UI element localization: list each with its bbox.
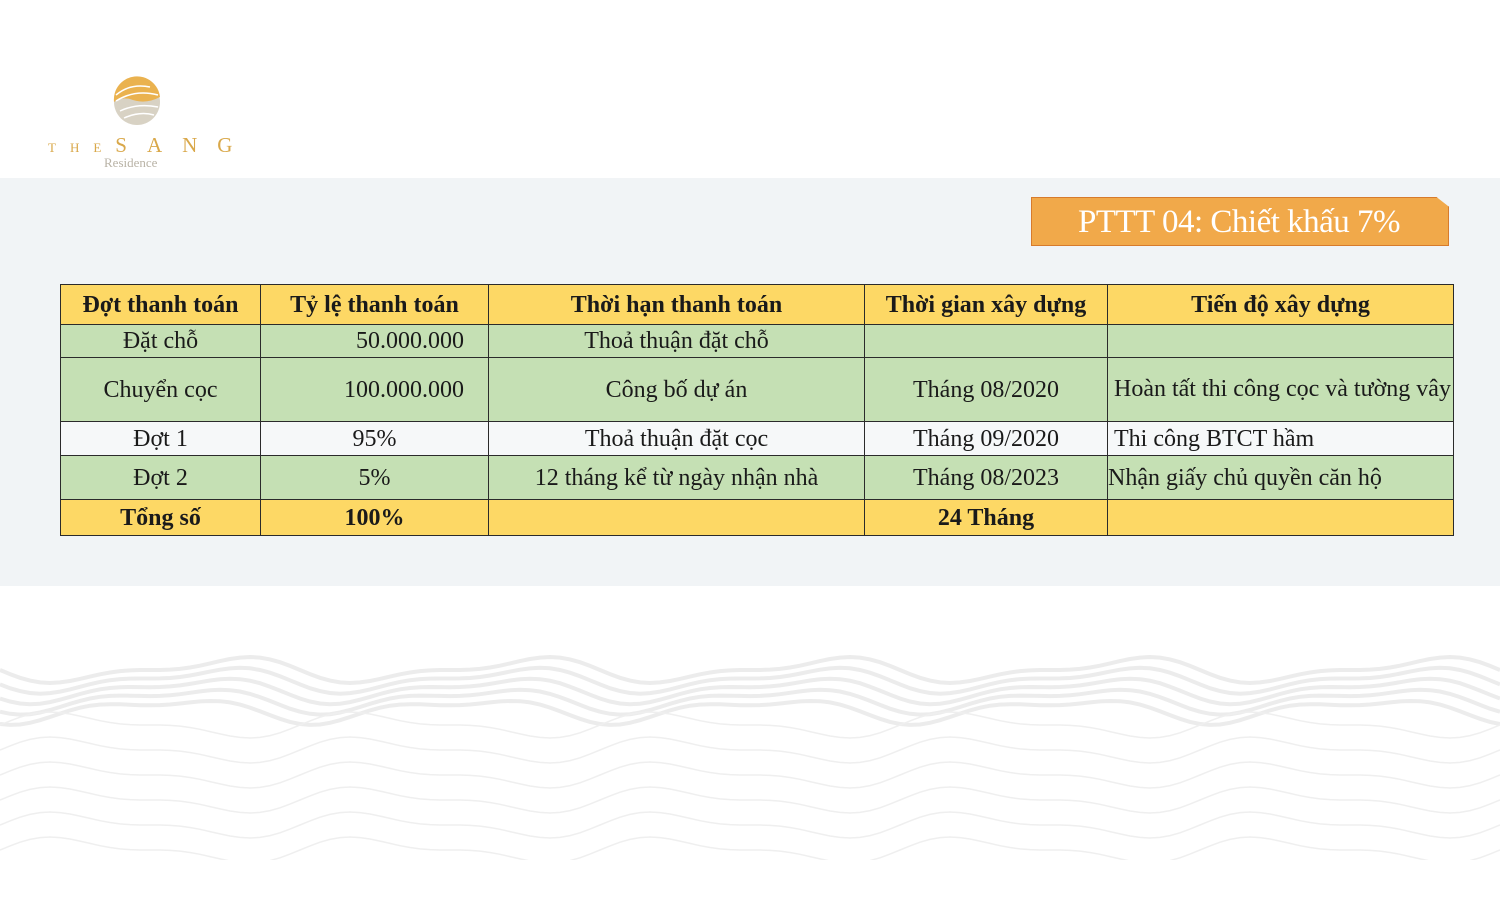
table-cell: 100%	[260, 499, 489, 536]
table-cell: Đặt chỗ	[60, 324, 261, 358]
table-cell: 95%	[260, 421, 489, 456]
table-row: Chuyển cọc 100.000.000 Công bố dự án Thá…	[60, 357, 1454, 422]
payment-schedule-table: Đợt thanh toán Tỷ lệ thanh toán Thời hạn…	[60, 284, 1454, 536]
table-cell	[1107, 324, 1454, 358]
table-cell	[864, 324, 1108, 358]
table-cell: 5%	[260, 455, 489, 500]
wave-line	[0, 698, 1500, 727]
column-header: Thời hạn thanh toán	[488, 284, 865, 325]
table-cell: Thoả thuận đặt chỗ	[488, 324, 865, 358]
column-header: Tỷ lệ thanh toán	[260, 284, 489, 325]
column-header: Thời gian xây dựng	[864, 284, 1108, 325]
table-cell: Tháng 08/2020	[864, 357, 1108, 422]
table-cell: Đợt 2	[60, 455, 261, 500]
wave-line	[0, 676, 1500, 707]
logo: THESANG Residence	[40, 75, 240, 175]
column-header: Đợt thanh toán	[60, 284, 261, 325]
table-row: Đợt 1 95% Thoả thuận đặt cọc Tháng 09/20…	[60, 421, 1454, 456]
logo-brand: THESANG	[48, 133, 253, 157]
table-row: Đợt 2 5% 12 tháng kể từ ngày nhận nhà Th…	[60, 455, 1454, 500]
table-cell: Chuyển cọc	[60, 357, 261, 422]
table-cell	[1107, 499, 1454, 536]
table-cell	[488, 499, 865, 536]
wave-line	[0, 665, 1500, 696]
table-cell: Nhận giấy chủ quyền căn hộ	[1107, 455, 1454, 500]
wave-line	[0, 836, 1500, 860]
table-header-row: Đợt thanh toán Tỷ lệ thanh toán Thời hạn…	[60, 284, 1454, 325]
table-cell: 50.000.000	[260, 324, 489, 358]
table-total-row: Tổng số 100% 24 Tháng	[60, 499, 1454, 536]
table-row: Đặt chỗ 50.000.000 Thoả thuận đặt chỗ	[60, 324, 1454, 358]
shell-logo-icon	[113, 76, 160, 125]
table-cell: Thoả thuận đặt cọc	[488, 421, 865, 456]
table-cell: Công bố dự án	[488, 357, 865, 422]
table-cell: 100.000.000	[260, 357, 489, 422]
table-cell: 12 tháng kể từ ngày nhận nhà	[488, 455, 865, 500]
wave-line	[0, 761, 1500, 789]
table-cell: Tháng 08/2023	[864, 455, 1108, 500]
logo-subtitle: Residence	[104, 155, 158, 170]
table-cell: 24 Tháng	[864, 499, 1108, 536]
wave-line	[0, 654, 1500, 686]
wave-pattern-decoration	[0, 654, 1500, 860]
wave-line	[0, 786, 1500, 814]
plan-title-badge: PTTT 04: Chiết khấu 7%	[1031, 197, 1449, 246]
wave-line	[0, 736, 1500, 764]
plan-title: PTTT 04: Chiết khấu 7%	[1078, 204, 1401, 240]
table-cell: Tháng 09/2020	[864, 421, 1108, 456]
column-header: Tiến độ xây dựng	[1107, 284, 1454, 325]
wave-line	[0, 811, 1500, 839]
table-cell: Đợt 1	[60, 421, 261, 456]
table-cell: Thi công BTCT hầm	[1107, 421, 1454, 456]
wave-line	[0, 687, 1500, 717]
table-cell: Hoàn tất thi công cọc và tường vây	[1107, 357, 1454, 422]
table-cell: Tổng số	[60, 499, 261, 536]
wave-line	[0, 711, 1500, 739]
